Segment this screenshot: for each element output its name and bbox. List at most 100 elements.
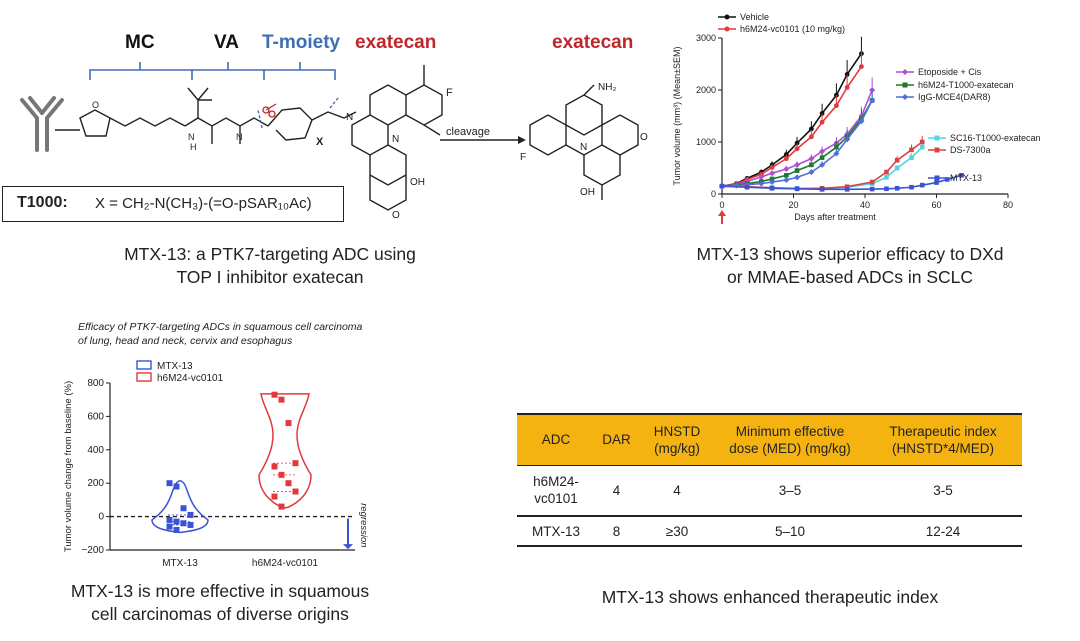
- data-point: [166, 480, 173, 487]
- data-point: [808, 126, 814, 132]
- atom-o-carbonyl: O: [92, 100, 99, 110]
- atom-n1: N: [392, 134, 399, 145]
- t1000-definition-box: T1000: X = CH₂-N(CH₃)-(=O-pSAR₁₀Ac): [2, 186, 344, 222]
- data-point: [894, 157, 900, 163]
- atom-n-linker1: N: [188, 132, 195, 142]
- data-point: [919, 182, 925, 188]
- data-point: [173, 526, 180, 533]
- data-point: [808, 155, 815, 162]
- data-point: [919, 139, 925, 145]
- legend-label: h6M24-vc0101 (10 mg/kg): [740, 24, 845, 34]
- data-point: [271, 463, 278, 470]
- panel-b-caption: MTX-13 shows superior efficacy to DXd or…: [640, 243, 1060, 289]
- data-point: [794, 161, 801, 168]
- legend-marker: [724, 14, 730, 20]
- data-point: [909, 155, 914, 160]
- treatment-arrowhead: [718, 210, 726, 216]
- data-point: [858, 118, 865, 125]
- x-tick-label: 60: [931, 200, 941, 210]
- cell-adc: h6M24-vc0101: [517, 465, 595, 518]
- atom-o: O: [392, 210, 400, 221]
- linker-structure: F N N OH O X N N O H: [20, 62, 453, 221]
- data-point: [959, 172, 964, 178]
- data-point: [808, 134, 814, 140]
- cleavage-arrow: [440, 136, 526, 144]
- data-point: [769, 179, 776, 186]
- series-line-1: [721, 66, 863, 187]
- label-exatecan: exatecan: [355, 32, 437, 53]
- data-point: [292, 488, 299, 495]
- data-point: [844, 187, 850, 192]
- category-label: h6M24-vc0101: [252, 558, 319, 569]
- legend-label: IgG-MCE4(DAR8): [918, 92, 991, 102]
- data-point: [769, 165, 775, 170]
- cell-hnstd: 4: [638, 465, 716, 518]
- data-point: [271, 493, 278, 500]
- t1000-name: T1000:: [17, 194, 68, 211]
- data-point: [180, 520, 187, 527]
- label-mc: MC: [125, 32, 155, 53]
- legend-label: Vehicle: [740, 12, 769, 22]
- legend-label: DS-7300a: [950, 145, 991, 155]
- x-tick-label: 0: [719, 200, 724, 210]
- data-point: [783, 166, 790, 173]
- data-point: [278, 396, 285, 403]
- legend-label: h6M24-vc0101: [157, 373, 224, 384]
- legend-label: MTX-13: [157, 361, 193, 372]
- panel-c-caption: MTX-13 is more effective in squamous cel…: [40, 580, 400, 626]
- atom-n2: N: [346, 112, 353, 123]
- data-point: [744, 184, 750, 190]
- panel-c-subtitle: Efficacy of PTK7-targeting ADCs in squam…: [78, 320, 362, 348]
- cell-adc: MTX-13: [517, 516, 595, 547]
- data-point: [794, 146, 800, 152]
- cell-med: 5–10: [716, 516, 864, 547]
- legend-swatch: [136, 372, 152, 382]
- legend-label: h6M24-T1000-exatecan: [918, 80, 1014, 90]
- panel-b-caption-line1: MTX-13 shows superior efficacy to DXd: [696, 244, 1004, 264]
- atom-oh: OH: [410, 177, 425, 188]
- x-tick-label: 20: [788, 200, 798, 210]
- linker-skeleton: [55, 87, 357, 144]
- data-point: [783, 156, 789, 162]
- atom-f: F: [446, 87, 453, 99]
- tumor-change-violin-chart: −200 0 200 400 600 800 Tumor volume change fro…: [63, 360, 369, 569]
- data-point: [819, 119, 825, 125]
- label-va: VA: [214, 32, 239, 53]
- y-axis-label: Tumor volume (mm³) (Mean±SEM): [672, 46, 682, 185]
- data-point: [719, 183, 725, 189]
- exatecan-core: [351, 65, 443, 211]
- cell-ti: 12-24: [864, 516, 1022, 547]
- panel-a-caption: MTX-13: a PTK7-targeting ADC using TOP I…: [120, 243, 420, 289]
- product-atom-o: O: [640, 132, 648, 143]
- legend-marker: [934, 175, 940, 181]
- legend-marker: [902, 69, 908, 75]
- y-tick-label: 800: [87, 378, 104, 389]
- data-point: [884, 175, 889, 180]
- x-tick-label: 80: [1003, 200, 1013, 210]
- exatecan-product-structure: NH₂ F N OH O: [520, 82, 648, 200]
- y-tick-label: 1000: [696, 137, 716, 147]
- data-point: [292, 460, 299, 467]
- data-point: [934, 180, 939, 185]
- panel-c-caption-line2: cell carcinomas of diverse origins: [91, 604, 349, 624]
- data-point: [166, 523, 173, 530]
- data-point: [173, 518, 180, 525]
- data-point: [180, 505, 187, 512]
- legend-marker: [934, 135, 940, 141]
- y-axis-label: Tumor volume change from baseline (%): [63, 381, 74, 552]
- data-point: [769, 176, 775, 182]
- legend-swatch: [136, 360, 152, 370]
- data-point: [869, 186, 875, 192]
- data-point: [894, 185, 900, 191]
- panel-a-caption-line2: TOP I inhibitor exatecan: [176, 267, 364, 287]
- product-atom-f: F: [520, 152, 526, 163]
- data-point: [769, 185, 775, 191]
- data-point: [278, 503, 285, 510]
- legend-marker: [902, 82, 908, 88]
- legend-label: MTX-13: [950, 173, 982, 183]
- header-dar: DAR: [595, 412, 638, 466]
- data-point: [758, 173, 765, 180]
- antibody-icon: [20, 96, 64, 152]
- data-point: [285, 480, 292, 487]
- table-row: MTX-13 8 ≥30 5–10 12-24: [517, 516, 1022, 547]
